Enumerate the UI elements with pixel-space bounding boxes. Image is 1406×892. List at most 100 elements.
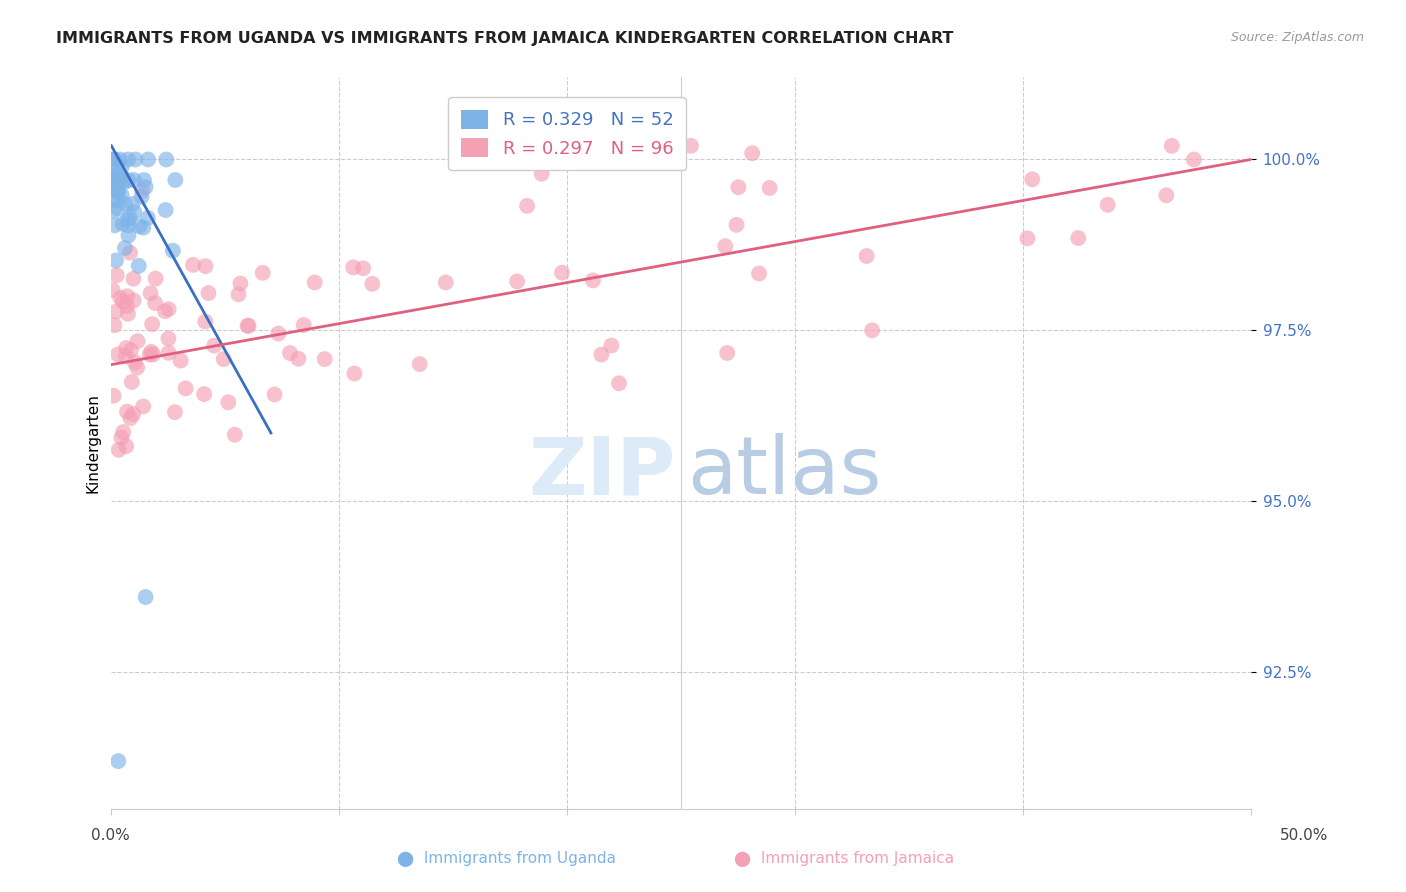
Point — [107, 442, 129, 457]
Point — [292, 318, 315, 332]
Point — [162, 244, 184, 258]
Point — [122, 271, 145, 285]
Point — [193, 387, 215, 401]
Point — [128, 259, 150, 273]
Point — [118, 211, 141, 225]
Point — [252, 266, 274, 280]
Point — [104, 304, 127, 318]
Point — [114, 349, 136, 363]
Point — [287, 351, 309, 366]
Point — [104, 219, 127, 233]
Point — [165, 173, 187, 187]
Point — [107, 202, 129, 216]
Point — [157, 346, 180, 360]
Point — [278, 346, 301, 360]
Point — [107, 347, 129, 361]
Point — [157, 302, 180, 317]
Point — [197, 286, 219, 301]
Point — [142, 347, 165, 361]
Text: 0.0%: 0.0% — [91, 829, 131, 843]
Point — [101, 153, 124, 167]
Y-axis label: Kindergarten: Kindergarten — [86, 393, 100, 493]
Point — [120, 411, 142, 425]
Point — [352, 261, 374, 276]
Point — [135, 180, 157, 194]
Point — [118, 219, 141, 233]
Point — [131, 184, 153, 198]
Point — [132, 400, 155, 414]
Point — [132, 220, 155, 235]
Point — [600, 338, 623, 352]
Point — [122, 205, 145, 219]
Point — [136, 153, 159, 167]
Legend: R = 0.329   N = 52, R = 0.297   N = 96: R = 0.329 N = 52, R = 0.297 N = 96 — [449, 97, 686, 170]
Point — [591, 348, 613, 362]
Text: IMMIGRANTS FROM UGANDA VS IMMIGRANTS FROM JAMAICA KINDERGARTEN CORRELATION CHART: IMMIGRANTS FROM UGANDA VS IMMIGRANTS FRO… — [56, 31, 953, 46]
Point — [141, 317, 163, 331]
Point — [506, 274, 529, 288]
Point — [132, 173, 155, 187]
Point — [758, 181, 780, 195]
Point — [110, 175, 132, 189]
Point — [121, 197, 143, 211]
Point — [103, 318, 125, 333]
Point — [107, 185, 129, 199]
Point — [530, 167, 553, 181]
Point — [143, 296, 166, 310]
Point — [157, 331, 180, 345]
Point — [112, 425, 135, 439]
Point — [855, 249, 877, 263]
Point — [135, 590, 157, 604]
Point — [107, 168, 129, 182]
Point — [194, 315, 217, 329]
Point — [110, 431, 132, 445]
Point — [124, 153, 146, 167]
Point — [120, 343, 142, 358]
Point — [582, 273, 605, 287]
Point — [139, 286, 162, 301]
Point — [169, 353, 191, 368]
Point — [748, 267, 770, 281]
Point — [127, 334, 149, 348]
Point — [103, 153, 125, 167]
Point — [1017, 231, 1039, 245]
Point — [101, 173, 124, 187]
Point — [117, 228, 139, 243]
Point — [127, 360, 149, 375]
Point — [304, 276, 326, 290]
Point — [131, 190, 153, 204]
Point — [107, 754, 129, 768]
Point — [153, 304, 176, 318]
Point — [122, 293, 145, 308]
Text: ZIP: ZIP — [529, 434, 675, 511]
Text: Source: ZipAtlas.com: Source: ZipAtlas.com — [1230, 31, 1364, 45]
Point — [725, 218, 748, 232]
Point — [114, 241, 136, 255]
Point — [104, 253, 127, 268]
Point — [104, 164, 127, 178]
Point — [124, 355, 146, 369]
Point — [229, 277, 252, 291]
Point — [224, 427, 246, 442]
Point — [174, 381, 197, 395]
Text: ⬤  Immigrants from Uganda: ⬤ Immigrants from Uganda — [396, 852, 616, 867]
Point — [103, 203, 125, 218]
Point — [361, 277, 384, 291]
Point — [118, 245, 141, 260]
Point — [115, 439, 138, 453]
Point — [516, 199, 538, 213]
Point — [238, 318, 260, 333]
Point — [263, 387, 285, 401]
Point — [117, 307, 139, 321]
Point — [115, 289, 138, 303]
Text: 50.0%: 50.0% — [1281, 829, 1329, 843]
Point — [607, 376, 630, 391]
Point — [115, 341, 138, 355]
Point — [1156, 188, 1178, 202]
Point — [679, 138, 702, 153]
Point — [141, 344, 163, 359]
Point — [115, 404, 138, 418]
Point — [343, 367, 366, 381]
Point — [163, 405, 186, 419]
Point — [105, 268, 128, 282]
